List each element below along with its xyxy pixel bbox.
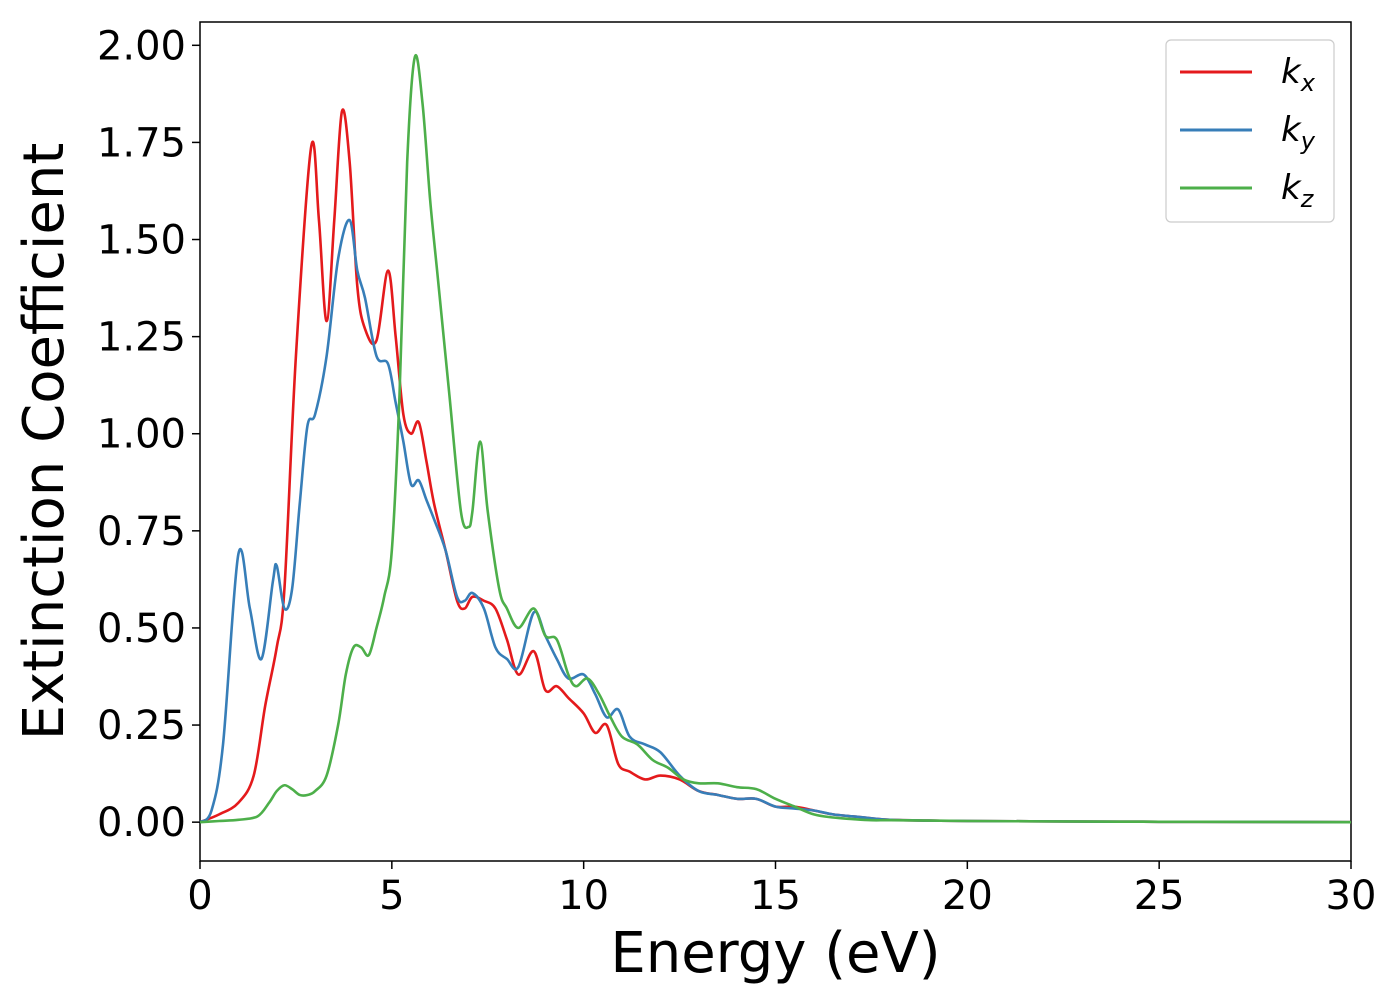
x-axis-title: Energy (eV) xyxy=(610,921,940,986)
legend-label-kx: kx xyxy=(1281,52,1316,97)
y-tick-label: 0.50 xyxy=(97,606,186,652)
legend-label-subscript: y xyxy=(1300,127,1316,155)
x-tick-label: 10 xyxy=(558,873,609,919)
series-line-ky xyxy=(199,218,1352,824)
x-tick-label: 25 xyxy=(1134,873,1185,919)
legend-label-base: k xyxy=(1281,52,1302,92)
y-tick-label: 0.25 xyxy=(97,703,186,749)
y-tick-label: 2.00 xyxy=(97,23,186,69)
x-tick-label: 30 xyxy=(1326,873,1377,919)
x-tick-label: 0 xyxy=(187,873,212,919)
legend-label-base: k xyxy=(1281,168,1302,208)
legend-label-kz: kz xyxy=(1281,168,1315,213)
x-tick-label: 5 xyxy=(379,873,404,919)
x-tick-label: 20 xyxy=(942,873,993,919)
y-axis-ticks: 0.00 0.25 0.50 0.75 1.00 1.25 1.50 1.75 2.00 xyxy=(97,23,200,846)
legend-label-ky: ky xyxy=(1281,110,1316,155)
legend-label-subscript: x xyxy=(1300,69,1316,97)
y-tick-label: 0.00 xyxy=(97,800,186,846)
x-axis-ticks: 0 5 10 15 20 25 30 xyxy=(187,861,1376,919)
legend-label-base: k xyxy=(1281,110,1302,150)
y-tick-label: 1.00 xyxy=(97,412,186,458)
x-tick-label: 15 xyxy=(750,873,801,919)
y-axis-title: Extinction Coefficient xyxy=(12,143,77,741)
y-tick-label: 1.25 xyxy=(97,315,186,361)
y-tick-label: 1.75 xyxy=(97,120,186,166)
legend-label-subscript: z xyxy=(1300,185,1315,213)
series-line-kz xyxy=(199,53,1352,824)
series-layer xyxy=(199,53,1352,824)
y-tick-label: 1.50 xyxy=(97,218,186,264)
y-tick-label: 0.75 xyxy=(97,509,186,555)
